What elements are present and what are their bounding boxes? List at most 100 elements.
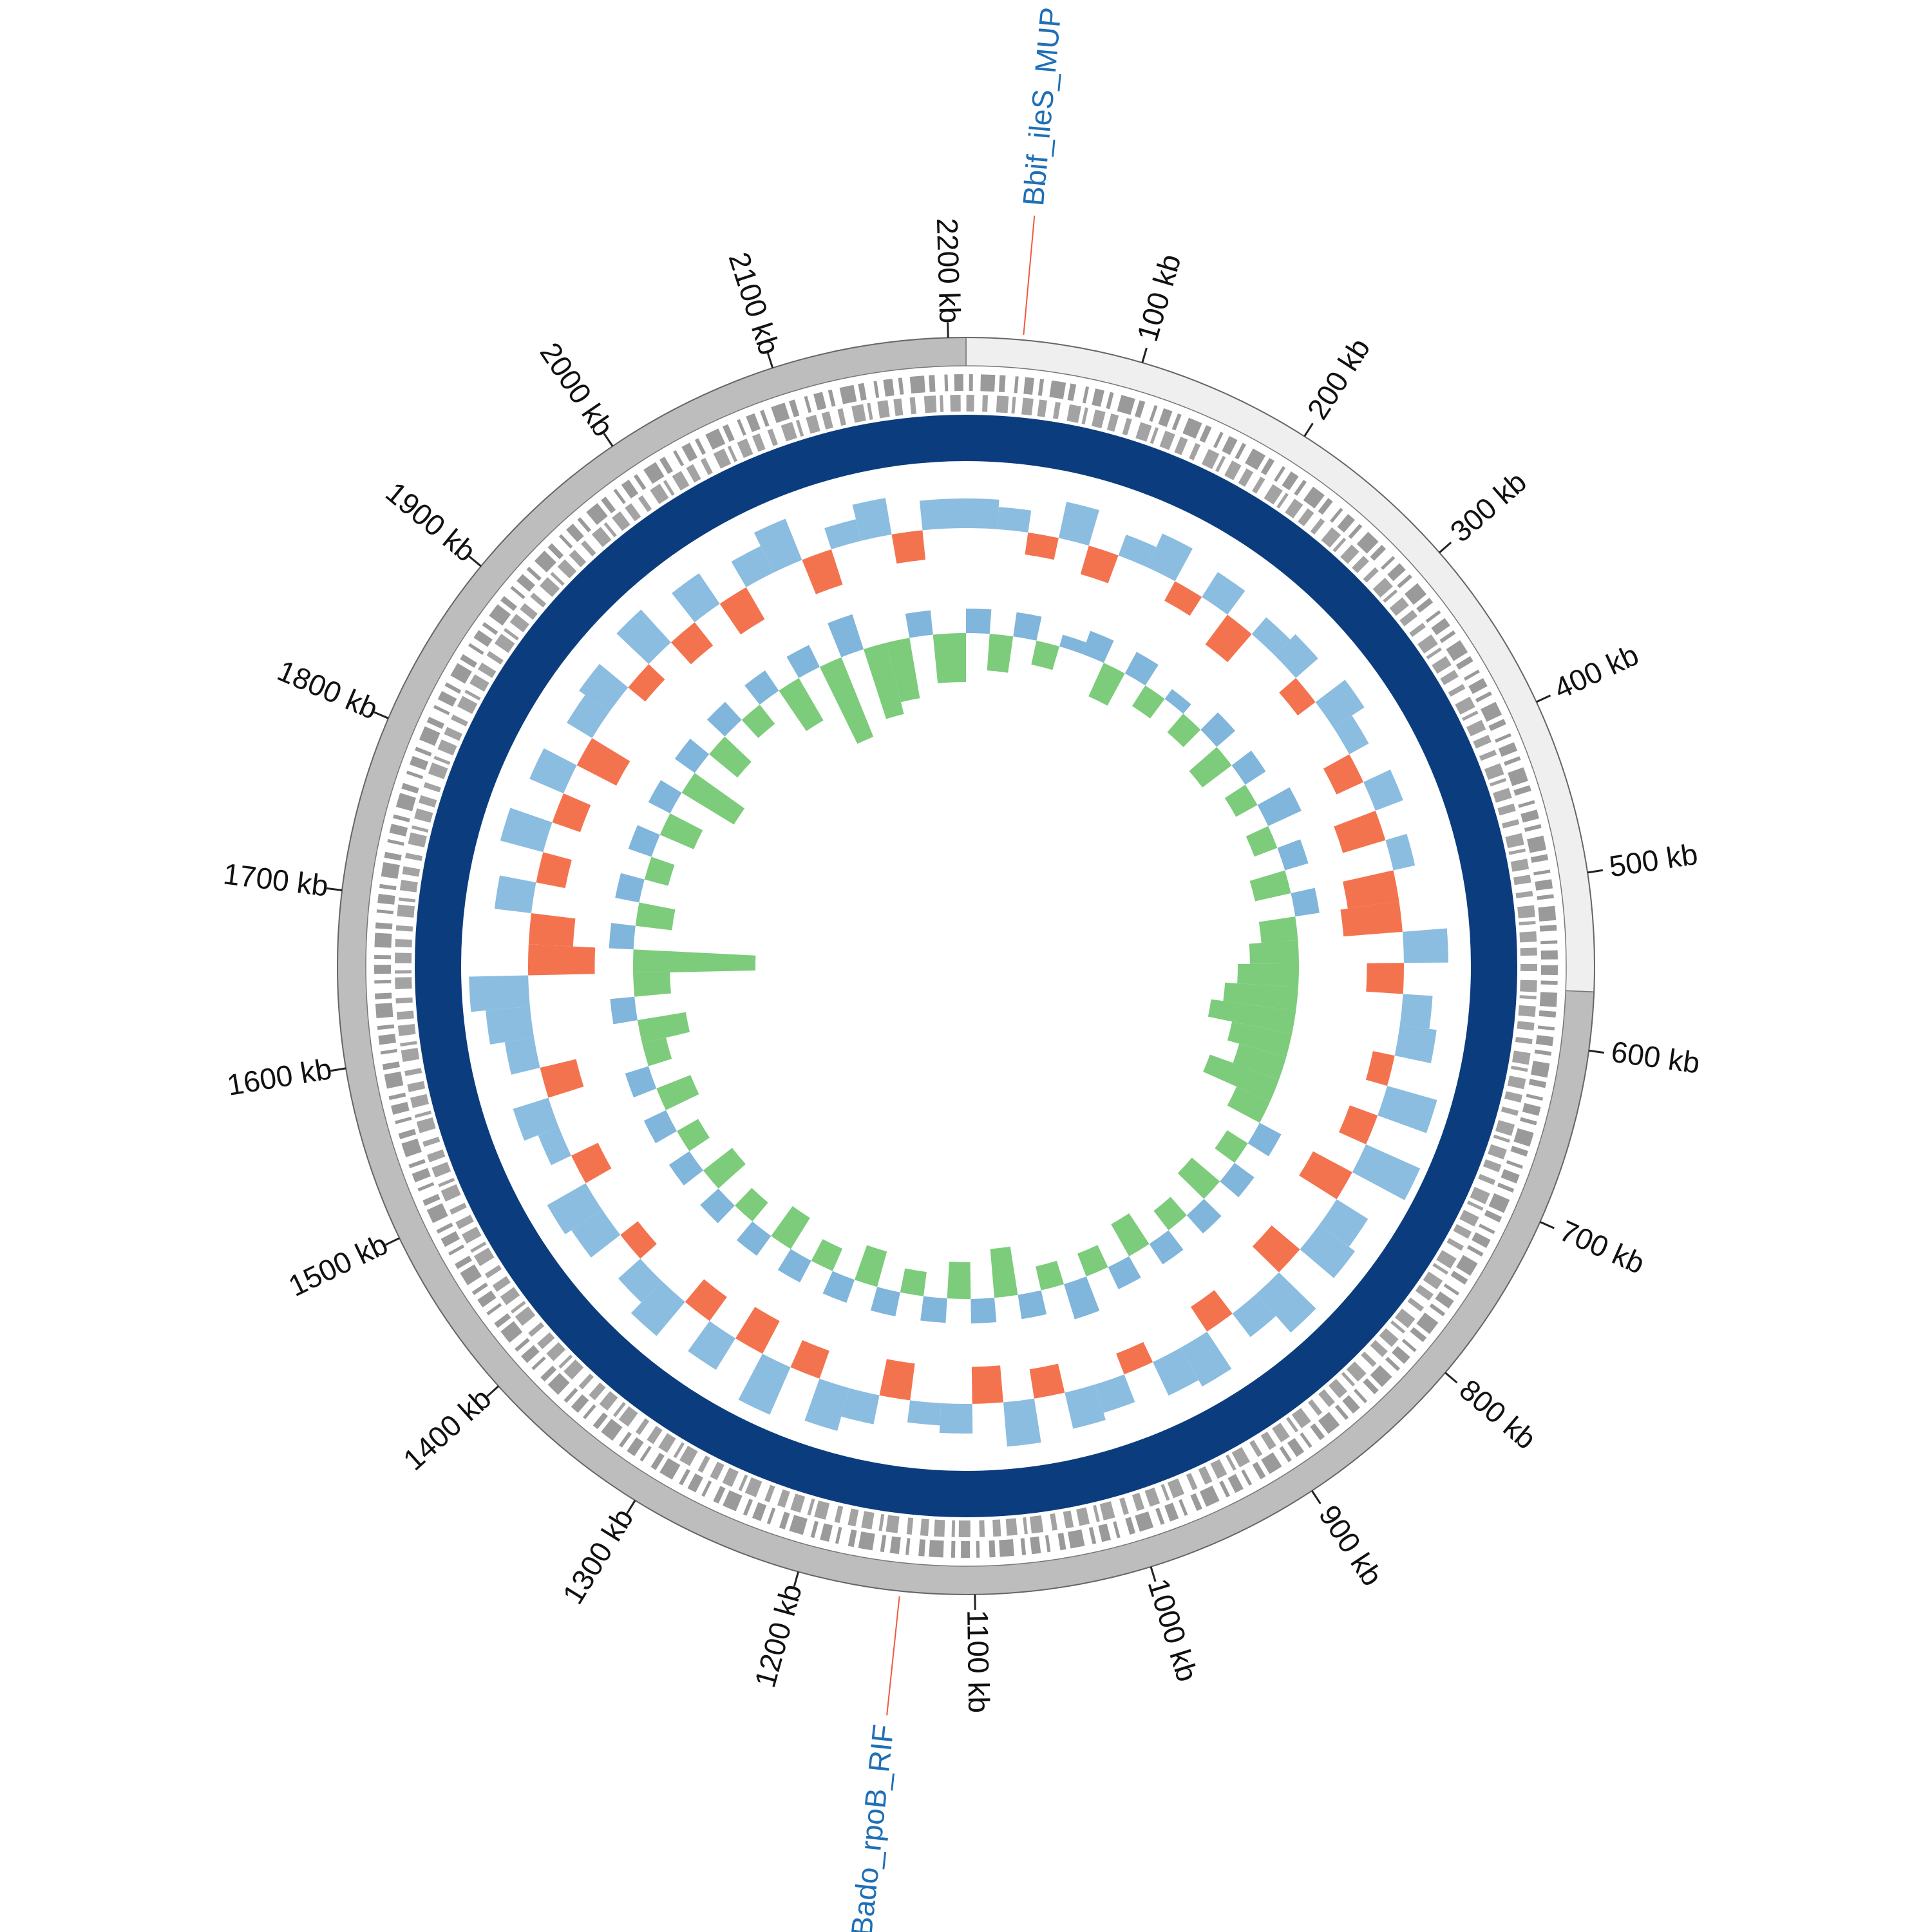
- tick-mark: [330, 1067, 346, 1072]
- tick-label: 100 kb: [1130, 251, 1188, 345]
- track-bar: [1232, 1293, 1276, 1338]
- track-bar: [822, 1271, 855, 1303]
- tick-label: 700 kb: [1555, 1213, 1649, 1280]
- tick-mark: [486, 1385, 500, 1397]
- track-bar: [527, 944, 596, 976]
- track-bar: [933, 633, 966, 684]
- track-bar: [628, 664, 665, 702]
- track-bar: [1186, 1198, 1222, 1234]
- track-bar: [630, 1281, 685, 1336]
- track-bar: [1343, 870, 1399, 909]
- track-bar: [735, 1307, 780, 1354]
- track-bar: [1245, 826, 1278, 857]
- tick-mark: [1150, 1566, 1157, 1582]
- track-bar: [685, 1279, 727, 1321]
- track-bar: [1202, 572, 1245, 615]
- track-bar: [1118, 535, 1157, 567]
- track-bar: [528, 913, 576, 947]
- tick-mark: [1439, 542, 1452, 554]
- track-bar: [939, 1403, 973, 1434]
- track-bar: [1205, 614, 1252, 663]
- tick-label: 1000 kb: [1141, 1575, 1204, 1685]
- track-bar: [828, 614, 864, 658]
- track-bar: [633, 972, 671, 997]
- annotation-label: Bbif_ileS_MUP: [1016, 6, 1068, 207]
- track-bar: [905, 610, 933, 638]
- track-bar: [947, 1262, 971, 1300]
- track-bar: [529, 748, 577, 793]
- track-bar: [1080, 545, 1119, 583]
- track-bar: [1164, 581, 1202, 616]
- track-bar: [966, 498, 999, 529]
- track-bar: [1208, 999, 1296, 1034]
- track-bar: [1319, 1199, 1368, 1247]
- tick-label: 1300 kb: [556, 1502, 639, 1610]
- track-bar: [1352, 1144, 1421, 1200]
- track-bar: [643, 1110, 677, 1144]
- track-bar: [469, 975, 530, 1012]
- track-bar: [886, 638, 920, 703]
- track-bar: [668, 1151, 703, 1186]
- track-bar: [1299, 1151, 1352, 1200]
- track-bar: [637, 1012, 690, 1044]
- track-bar: [1231, 750, 1266, 785]
- track-bar: [1402, 928, 1448, 963]
- track-bar: [802, 549, 843, 594]
- track-bar: [513, 1097, 559, 1141]
- track-bar: [990, 1246, 1018, 1298]
- track-bar: [494, 875, 536, 914]
- axis-circle: [337, 337, 1595, 1595]
- tick-mark: [327, 887, 343, 891]
- track-bar: [688, 1321, 736, 1370]
- track-bar: [1252, 1225, 1300, 1273]
- track-bar: [567, 695, 609, 739]
- track-bar: [500, 808, 553, 853]
- track-bar: [615, 873, 645, 903]
- track-bar: [1094, 1374, 1135, 1413]
- tick-mark: [1536, 694, 1551, 703]
- track-bar: [1257, 787, 1302, 826]
- track-bar: [1256, 1272, 1316, 1333]
- track-bar: [891, 530, 926, 564]
- track-bar: [1177, 1157, 1220, 1199]
- tick-label: 2000 kb: [533, 336, 620, 442]
- track-bar: [819, 657, 874, 744]
- track-bar: [1058, 502, 1099, 546]
- tick-mark: [1539, 1221, 1555, 1229]
- tick-mark: [374, 711, 389, 719]
- track-bar: [677, 1119, 710, 1151]
- track-bar: [1274, 634, 1318, 678]
- track-bar: [1394, 1025, 1437, 1063]
- track-bar: [1333, 715, 1369, 755]
- track-bar: [1233, 1043, 1287, 1080]
- backbone-ring: [415, 415, 1517, 1517]
- track-bar: [1149, 1230, 1184, 1265]
- track-bar: [571, 1209, 621, 1258]
- track-bar: [642, 1037, 672, 1066]
- track-bar: [1279, 677, 1316, 715]
- track-bar: [870, 1287, 900, 1317]
- track-bar: [811, 1239, 843, 1271]
- tick-label: 300 kb: [1444, 465, 1533, 549]
- track-bar: [1031, 640, 1060, 670]
- tick-label: 600 kb: [1609, 1035, 1702, 1080]
- track-bar: [547, 1183, 602, 1235]
- track-bar: [1164, 688, 1191, 714]
- track-bar: [1258, 916, 1298, 943]
- track-bar: [879, 1359, 915, 1401]
- track-bar: [1064, 1276, 1100, 1320]
- track-bar: [1249, 940, 1299, 964]
- tick-mark: [1141, 347, 1148, 363]
- tick-label: 400 kb: [1549, 638, 1643, 705]
- tick-mark: [468, 555, 482, 567]
- track-bar: [628, 825, 660, 857]
- track-bar: [1277, 839, 1309, 871]
- track-bar: [1215, 1130, 1248, 1163]
- track-bar: [1315, 679, 1365, 728]
- track-bar: [1334, 810, 1386, 853]
- track-bar: [670, 622, 714, 665]
- track-bar: [734, 1188, 768, 1222]
- track-bar: [1237, 963, 1300, 988]
